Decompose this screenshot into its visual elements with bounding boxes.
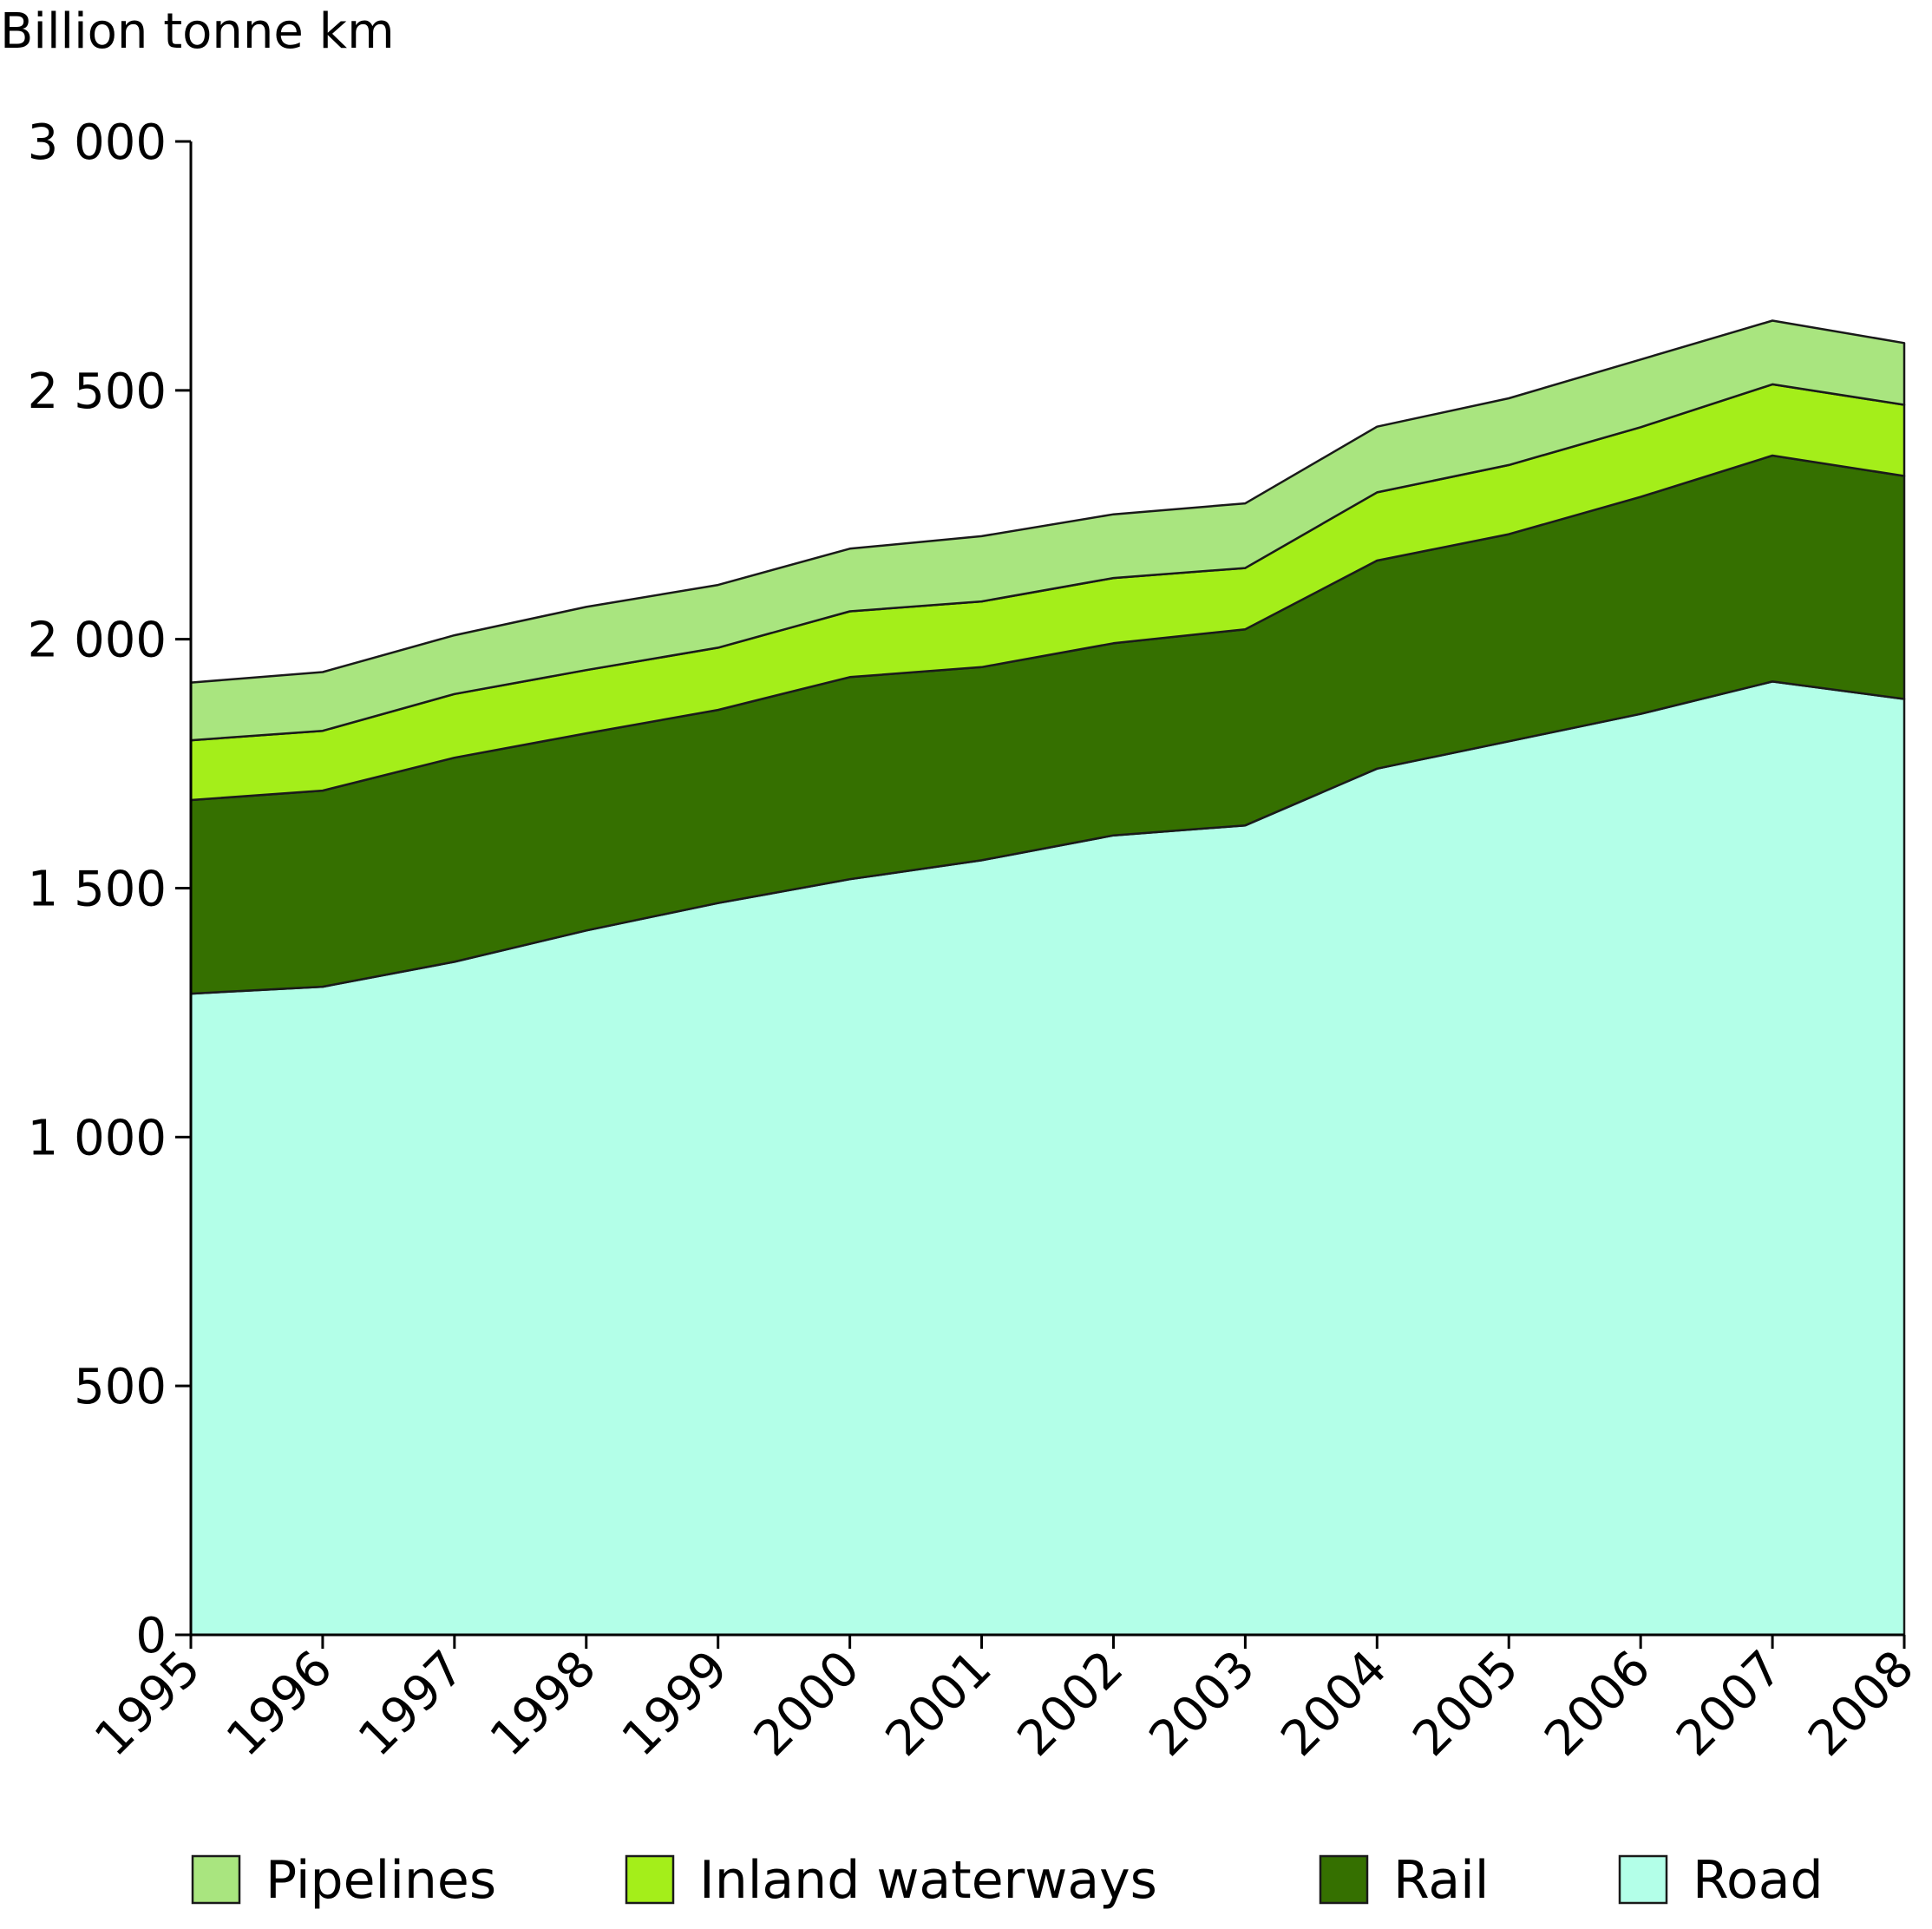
x-tick-label: 2000 [743, 1640, 871, 1768]
x-tick-label: 1997 [348, 1640, 475, 1768]
x-tick-label: 2004 [1270, 1640, 1398, 1768]
area-pipelines [189, 319, 1906, 742]
legend: Pipelines Inland waterways Rail Road [191, 1850, 1824, 1911]
area-layers [189, 319, 1906, 1637]
legend-item-inland-waterways: Inland waterways [625, 1850, 1157, 1911]
x-tick-label: 2001 [875, 1640, 1003, 1768]
legend-item-pipelines: Pipelines [191, 1850, 496, 1911]
legend-label: Inland waterways [699, 1850, 1157, 1911]
y-tick-label: 0 [135, 1608, 167, 1664]
legend-label: Road [1693, 1850, 1824, 1911]
x-tick-label: 2006 [1534, 1640, 1661, 1768]
x-tick-label: 2005 [1402, 1640, 1529, 1768]
x-tick-label: 1996 [216, 1640, 344, 1768]
legend-swatch [191, 1854, 241, 1905]
x-tick-label: 2008 [1798, 1640, 1925, 1768]
y-tick-label: 2 500 [28, 364, 167, 420]
y-tick-label: 2 000 [28, 613, 167, 669]
x-tick-label: 2007 [1666, 1640, 1793, 1768]
legend-swatch [1319, 1854, 1369, 1905]
x-tick-label: 2003 [1139, 1640, 1267, 1768]
x-tick-label: 1999 [612, 1640, 739, 1768]
legend-item-road: Road [1618, 1850, 1824, 1911]
x-tick-label: 1998 [480, 1640, 607, 1768]
legend-swatch [1618, 1854, 1668, 1905]
legend-label: Pipelines [265, 1850, 496, 1911]
y-axis-title: Billion tonne km [0, 3, 395, 60]
x-tick-label: 2002 [1007, 1640, 1135, 1768]
y-tick-label: 3 000 [28, 115, 167, 171]
y-tick-label: 1 000 [28, 1110, 167, 1166]
y-tick-label: 500 [74, 1359, 167, 1415]
legend-swatch [625, 1854, 675, 1905]
y-tick-label: 1 500 [28, 862, 167, 918]
legend-label: Rail [1393, 1850, 1489, 1911]
legend-item-rail: Rail [1319, 1850, 1489, 1911]
